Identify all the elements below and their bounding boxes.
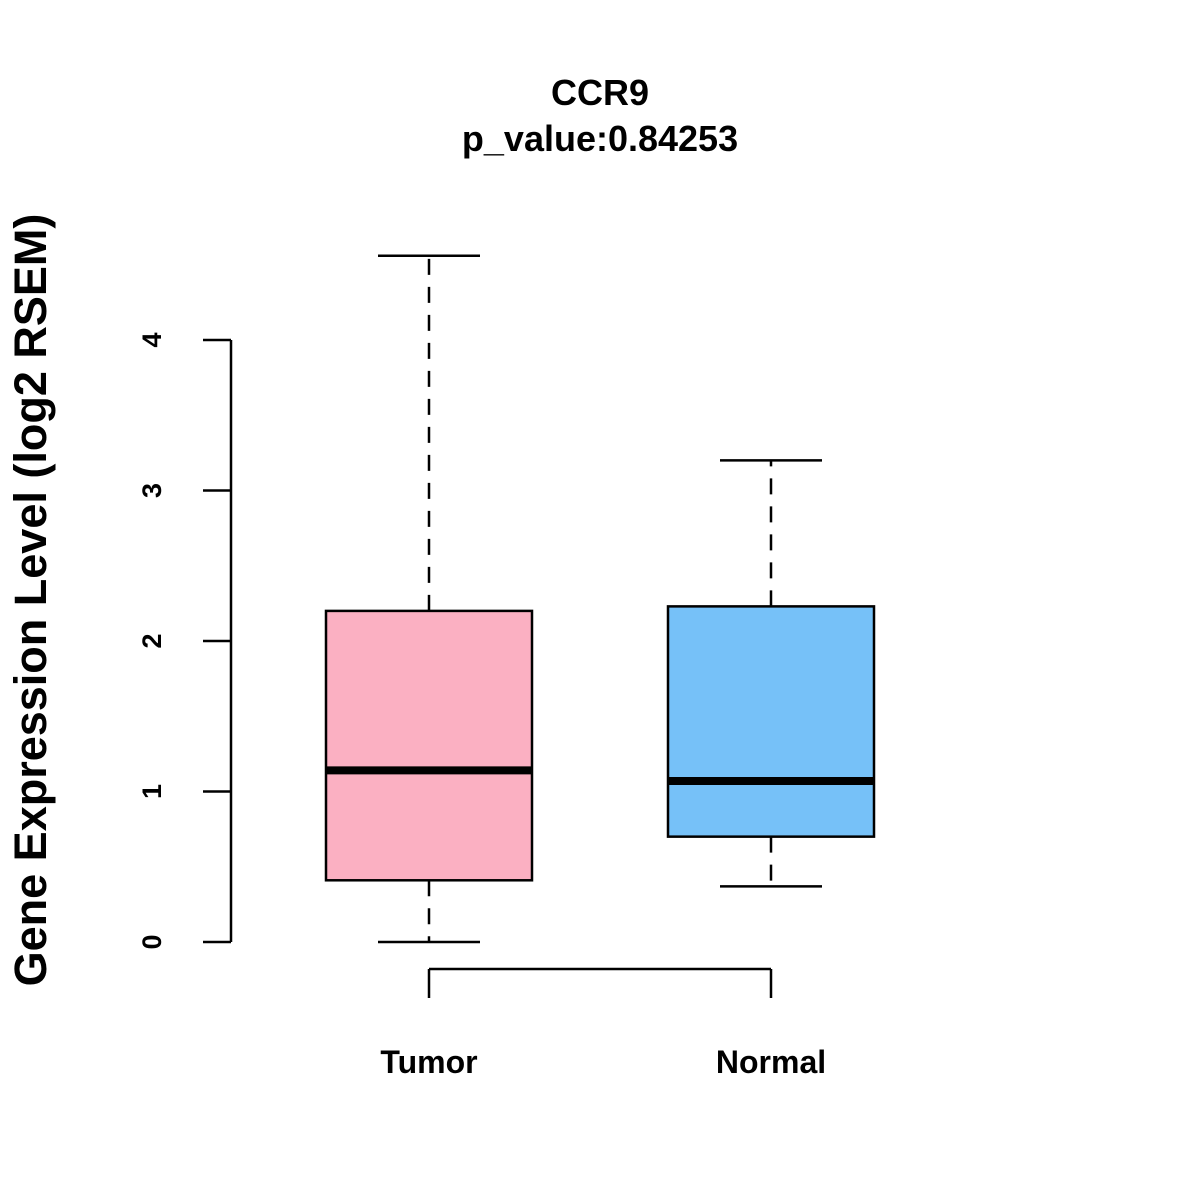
box-rect <box>324 609 534 882</box>
box-rect <box>666 605 876 838</box>
y-tick-label: 1 <box>137 784 167 799</box>
y-axis: 0 1 2 3 4 <box>137 332 233 950</box>
x-axis: Tumor Normal <box>380 967 826 1080</box>
y-tick-label: 3 <box>137 483 167 498</box>
y-tick-label: 2 <box>137 633 167 648</box>
boxes-group <box>324 254 876 944</box>
x-tick-label-tumor: Tumor <box>380 1044 477 1080</box>
y-axis-label: Gene Expression Level (log2 RSEM) <box>5 214 56 987</box>
x-tick-label-normal: Normal <box>716 1044 826 1080</box>
box-tumor <box>324 254 534 944</box>
box-normal <box>666 459 876 888</box>
chart-subtitle: p_value:0.84253 <box>462 118 738 159</box>
chart-title: CCR9 <box>551 72 649 113</box>
y-tick-label: 0 <box>137 934 167 949</box>
y-tick-label: 4 <box>137 332 167 347</box>
